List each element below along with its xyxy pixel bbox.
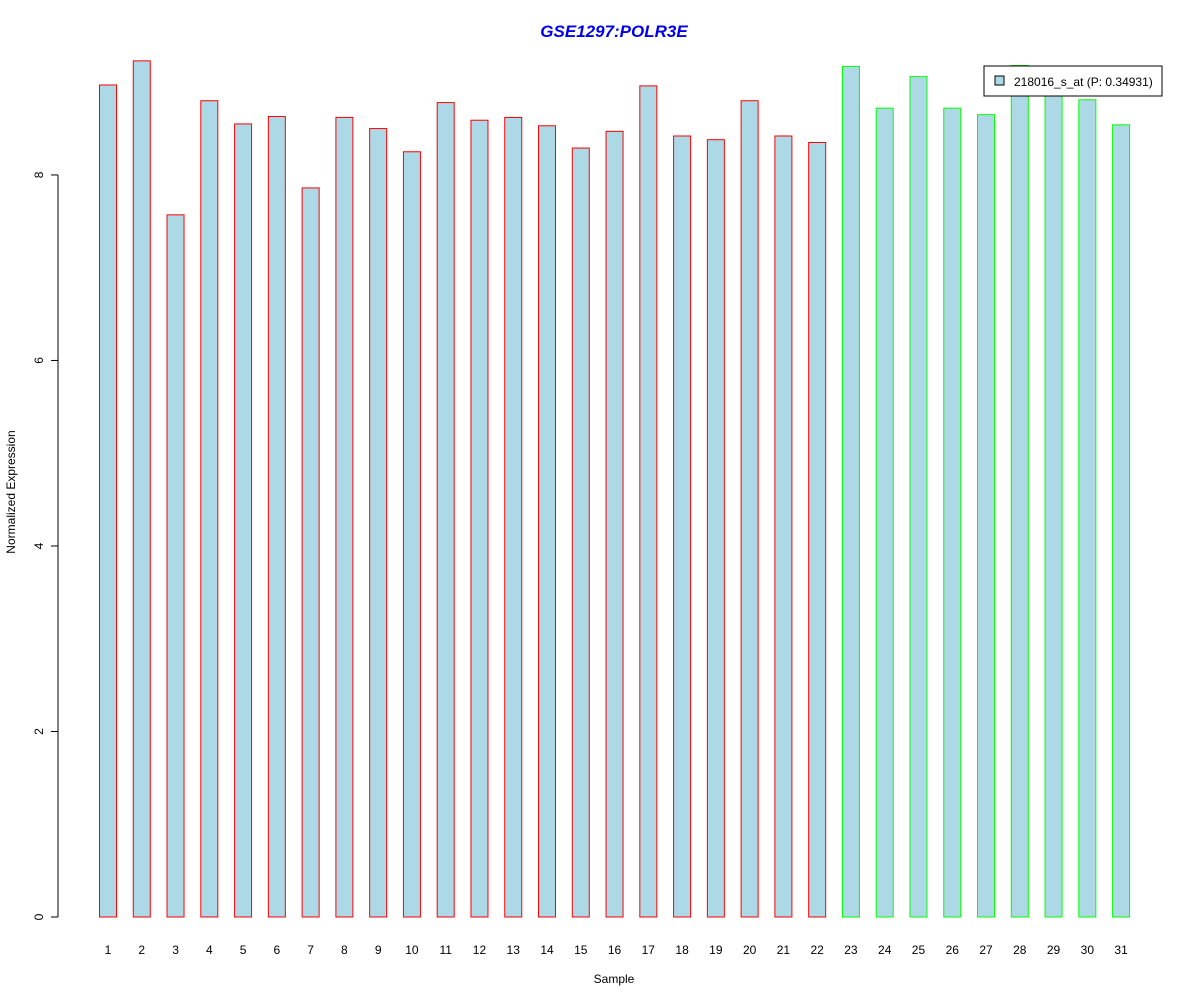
- bar-3: [166, 214, 185, 918]
- x-tick-label: 7: [307, 943, 314, 957]
- legend-swatch: [994, 75, 1005, 86]
- bar-7: [301, 187, 320, 918]
- x-tick-label: 1: [105, 943, 112, 957]
- x-tick-label: 21: [777, 943, 791, 957]
- x-axis-label: Sample: [594, 972, 635, 986]
- x-tick-label: 27: [979, 943, 993, 957]
- bar-10: [402, 151, 421, 918]
- x-tick-label: 22: [810, 943, 824, 957]
- bar-2: [132, 60, 151, 918]
- bar-31: [1112, 124, 1131, 918]
- bar-9: [369, 128, 388, 918]
- y-tick-label: 8: [32, 171, 46, 178]
- bar-5: [234, 123, 253, 918]
- bar-13: [504, 116, 523, 918]
- bar-28: [1010, 64, 1029, 918]
- x-tick-label: 17: [642, 943, 656, 957]
- y-axis-label: Normalized Expression: [4, 430, 18, 553]
- bar-25: [909, 76, 928, 918]
- x-tick-label: 3: [172, 943, 179, 957]
- y-tick-label: 4: [32, 542, 46, 549]
- y-ticks: 0 2 4 6 8: [32, 171, 58, 920]
- x-tick-label: 18: [675, 943, 689, 957]
- bar-21: [774, 135, 793, 918]
- y-tick-label: 6: [32, 357, 46, 364]
- x-tick-label: 30: [1081, 943, 1095, 957]
- bar-8: [335, 116, 354, 918]
- x-tick-label: 6: [274, 943, 281, 957]
- bar-16: [605, 130, 624, 918]
- x-tick-label: 4: [206, 943, 213, 957]
- x-tick-label: 2: [138, 943, 145, 957]
- bar-17: [639, 85, 658, 918]
- y-tick-label: 2: [32, 728, 46, 735]
- legend: 218016_s_at (P: 0.34931): [983, 65, 1163, 97]
- bar-12: [470, 119, 489, 918]
- x-tick-labels: 1 2 3 4 5 6 7 8 9 10 11 12 13 14 15 16 17 18 19 20 21 22 23 24 2…: [105, 943, 1128, 957]
- x-tick-label: 26: [946, 943, 960, 957]
- x-tick-label: 16: [608, 943, 622, 957]
- bars: [99, 60, 1131, 918]
- x-tick-label: 28: [1013, 943, 1027, 957]
- x-tick-label: 23: [844, 943, 858, 957]
- x-tick-label: 20: [743, 943, 757, 957]
- bar-6: [267, 116, 286, 918]
- x-tick-label: 19: [709, 943, 723, 957]
- bar-30: [1078, 99, 1097, 918]
- x-tick-label: 25: [912, 943, 926, 957]
- x-tick-label: 14: [540, 943, 554, 957]
- x-tick-label: 10: [405, 943, 419, 957]
- bar-14: [538, 125, 557, 918]
- x-tick-label: 11: [439, 943, 452, 957]
- y-tick-label: 0: [32, 913, 46, 920]
- x-tick-label: 8: [341, 943, 348, 957]
- bar-22: [808, 141, 827, 918]
- bar-4: [200, 100, 219, 918]
- x-tick-label: 29: [1047, 943, 1061, 957]
- bar-18: [673, 135, 692, 918]
- x-tick-label: 31: [1114, 943, 1128, 957]
- x-tick-label: 5: [240, 943, 247, 957]
- chart-title: GSE1297:POLR3E: [540, 22, 688, 41]
- bar-20: [740, 100, 759, 918]
- bar-24: [875, 107, 894, 918]
- x-tick-label: 15: [574, 943, 588, 957]
- x-tick-label: 13: [507, 943, 521, 957]
- bar-26: [943, 107, 962, 918]
- bar-11: [436, 102, 455, 918]
- bar-1: [99, 84, 117, 918]
- x-tick-label: 24: [878, 943, 892, 957]
- bar-27: [977, 114, 996, 918]
- legend-label: 218016_s_at (P: 0.34931): [1014, 75, 1153, 89]
- bar-15: [571, 147, 590, 918]
- bar-23: [841, 65, 860, 918]
- bar-19: [706, 139, 725, 918]
- bar-29: [1044, 90, 1063, 918]
- legend-box: [983, 65, 1163, 97]
- x-tick-label: 9: [375, 943, 382, 957]
- x-tick-label: 12: [473, 943, 487, 957]
